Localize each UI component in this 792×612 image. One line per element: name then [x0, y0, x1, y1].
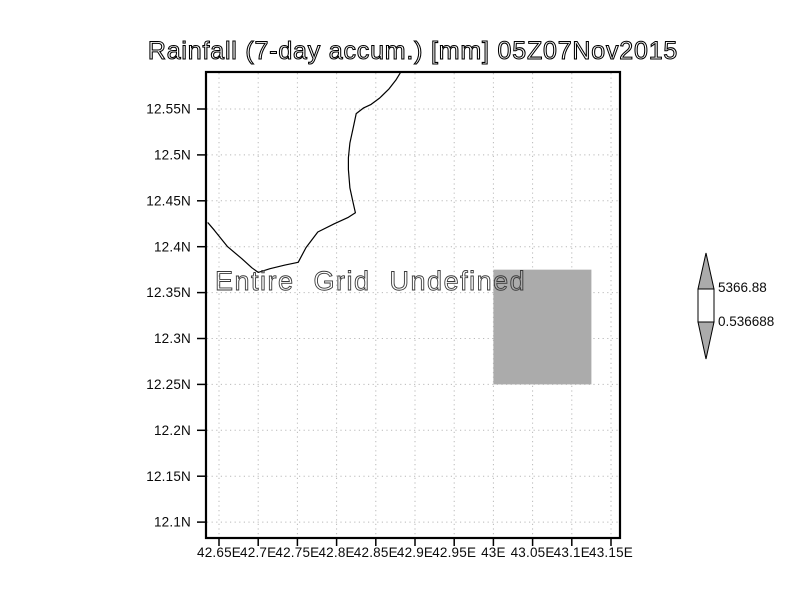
y-axis-tick-label: 12.15N [146, 469, 191, 484]
x-axis-tick-label: 42.85E [354, 545, 398, 560]
y-axis-tick-label: 12.35N [146, 285, 191, 300]
undefined-region-shade [493, 269, 592, 385]
x-axis-tick-label: 43.1E [554, 545, 590, 560]
y-axis-tick-label: 12.45N [146, 193, 191, 208]
axis-ticks [197, 108, 612, 546]
x-axis-tick-label: 42.9E [397, 545, 433, 560]
y-axis-tick-label: 12.2N [154, 423, 191, 438]
y-axis-tick-label: 12.4N [154, 239, 191, 254]
x-axis-tick-label: 42.8E [318, 545, 354, 560]
colorbar-down-arrow-icon [697, 321, 715, 360]
y-axis-tick-label: 12.1N [154, 515, 191, 530]
colorbar: 5366.88 0.536688 [697, 252, 774, 360]
plot-title: Rainfall (7-day accum.) [mm] 05Z07Nov201… [148, 37, 678, 65]
y-axis-tick-label: 12.25N [146, 377, 191, 392]
map-gridlines [207, 73, 619, 537]
x-axis-tick-label: 42.65E [197, 545, 241, 560]
y-axis-tick-label: 12.55N [146, 102, 191, 117]
colorbar-range-box [697, 288, 715, 323]
y-axis-tick-label: 12.5N [154, 148, 191, 163]
colorbar-min-label: 0.536688 [718, 314, 774, 329]
x-axis-tick-label: 42.75E [275, 545, 319, 560]
x-axis-tick-label: 43E [481, 545, 506, 560]
colorbar-max-label: 5366.88 [718, 280, 767, 295]
coastline-path [207, 72, 401, 273]
x-axis-tick-label: 42.95E [432, 545, 476, 560]
axis-tick-labels: 42.65E 42.7E 42.75E 42.8E 42.85E 42.9E 42.95E 4… [146, 102, 633, 560]
grid-undefined-annotation: Entire Grid Undefined [215, 266, 526, 296]
x-axis-tick-label: 43.05E [511, 545, 555, 560]
y-axis-tick-label: 12.3N [154, 331, 191, 346]
colorbar-up-arrow-icon [697, 252, 715, 290]
x-axis-tick-label: 43.15E [589, 545, 633, 560]
x-axis-tick-label: 42.7E [240, 545, 276, 560]
plot-frame [204, 70, 622, 540]
